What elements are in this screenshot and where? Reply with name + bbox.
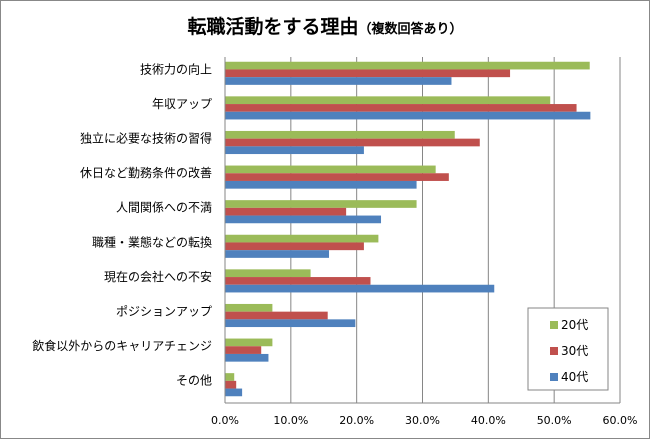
legend: [527, 307, 609, 391]
title-main: 転職活動をする理由: [187, 16, 359, 38]
bar-20代: [225, 269, 311, 278]
bar-30代: [225, 138, 480, 147]
bar-40代: [225, 388, 243, 397]
bar-30代: [225, 104, 577, 112]
bar-20代: [225, 234, 379, 243]
category-label: 職種・業態などの転換: [92, 234, 212, 249]
x-tick-label: 60.0%: [603, 414, 638, 427]
bar-30代: [225, 207, 347, 216]
category-label: 人間関係への不満: [116, 201, 212, 215]
bar-20代: [225, 200, 417, 208]
bar-40代: [225, 180, 417, 189]
x-tick-label: 40.0%: [471, 414, 506, 427]
category-label: 現在の会社への不安: [104, 269, 212, 284]
x-tick-label: 0.0%: [211, 414, 239, 427]
bar-20代: [225, 165, 436, 174]
bar-40代: [225, 319, 356, 328]
bar-20代: [225, 373, 235, 381]
bar-40代: [225, 215, 382, 224]
bar-40代: [225, 284, 495, 293]
bar-40代: [225, 353, 269, 362]
legend-swatch: [550, 373, 558, 381]
bar-30代: [225, 380, 237, 389]
category-label: 休日など勤務条件の改善: [80, 165, 212, 180]
chart-title: 転職活動をする理由（複数回答あり）: [0, 12, 650, 39]
legend-label: 40代: [561, 370, 588, 384]
category-label: 独立に必要な技術の習得: [80, 131, 212, 146]
bar-20代: [225, 96, 551, 105]
category-label: その他: [176, 374, 212, 388]
bar-40代: [225, 77, 452, 85]
bar-30代: [225, 346, 262, 354]
bar-40代: [225, 146, 364, 155]
bar-20代: [225, 338, 273, 347]
bar-30代: [225, 69, 511, 78]
bar-30代: [225, 242, 364, 251]
bar-30代: [225, 311, 328, 320]
legend-swatch: [550, 347, 558, 355]
x-tick-label: 20.0%: [339, 414, 374, 427]
bar-20代: [225, 303, 273, 312]
bar-30代: [225, 277, 371, 285]
x-tick-label: 50.0%: [537, 414, 572, 427]
category-label: 技術力の向上: [140, 61, 212, 76]
category-label: 飲食以外からのキャリアチェンジ: [32, 338, 212, 353]
bar-40代: [225, 250, 330, 258]
title-subtitle: （複数回答あり）: [358, 22, 463, 37]
x-tick-label: 30.0%: [405, 414, 440, 427]
x-tick-label: 10.0%: [273, 414, 308, 427]
bar-40代: [225, 111, 591, 120]
legend-swatch: [550, 321, 558, 329]
bar-30代: [225, 173, 449, 181]
legend-label: 30代: [561, 344, 588, 358]
legend-label: 20代: [561, 318, 588, 332]
bar-20代: [225, 61, 590, 70]
bar-20代: [225, 130, 455, 139]
category-label: 年収アップ: [152, 97, 212, 111]
category-label: ポジションアップ: [116, 305, 212, 319]
